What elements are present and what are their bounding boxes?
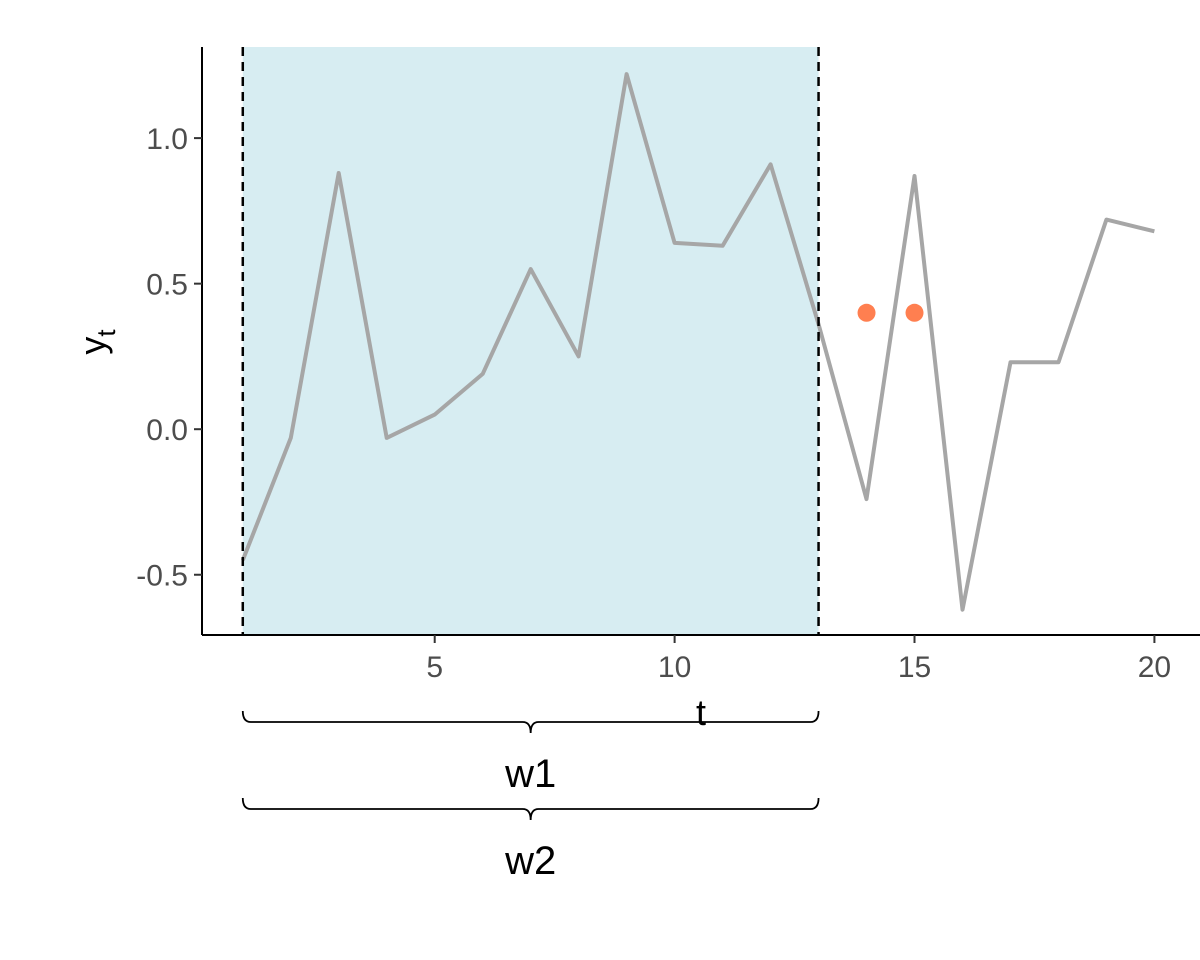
y-axis-title-main: y: [72, 337, 113, 355]
brace-w2: [241, 797, 820, 821]
brace-w1: [241, 710, 820, 734]
brace-label-w1: w1: [504, 752, 556, 796]
x-ticks: 5 10 15 20: [426, 635, 1171, 684]
x-tick-label: 15: [898, 651, 931, 684]
x-tick-label: 10: [658, 651, 691, 684]
forecast-point-1: [905, 303, 924, 322]
y-ticks: -0.5 0.0 0.5 1.0: [136, 123, 202, 593]
y-tick-label: -0.5: [136, 560, 188, 593]
y-axis-title-subscript: t: [91, 329, 121, 337]
y-tick-label: 0.5: [146, 269, 188, 302]
x-axis-title: t: [696, 692, 706, 733]
y-tick-label: 0.0: [146, 414, 188, 447]
window-boundaries: [241, 47, 820, 635]
window-braces: w1 w2: [241, 710, 820, 883]
x-tick-label: 5: [426, 651, 443, 684]
forecast-points: [857, 303, 924, 322]
y-tick-label: 1.0: [146, 123, 188, 156]
shaded-window-rect: [242, 47, 819, 635]
series-group: [240, 72, 1155, 612]
forecast-point-0: [857, 303, 876, 322]
y-axis-title: yt: [72, 329, 121, 355]
series-line-0: [240, 72, 1155, 612]
training-window-shade: [242, 47, 819, 635]
axes: [201, 47, 1200, 636]
x-tick-label: 20: [1138, 651, 1171, 684]
brace-label-w2: w2: [504, 839, 556, 883]
